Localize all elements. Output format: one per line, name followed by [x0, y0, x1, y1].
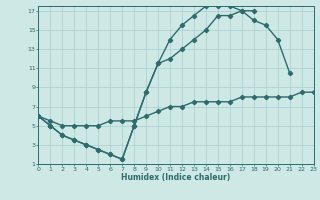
X-axis label: Humidex (Indice chaleur): Humidex (Indice chaleur) [121, 173, 231, 182]
